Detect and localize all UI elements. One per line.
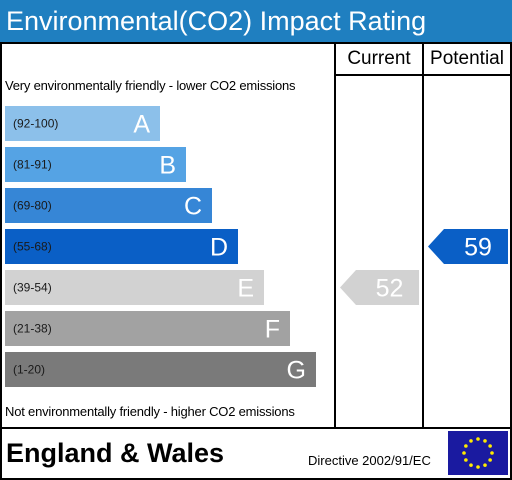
band-letter-g: G: [287, 357, 306, 385]
band-e: [5, 270, 264, 305]
eu-flag-icon: [448, 431, 508, 475]
eu-star-icon: [490, 451, 494, 455]
column-header-potential: Potential: [430, 48, 504, 69]
band-b: [5, 147, 186, 182]
band-letter-d: D: [210, 234, 228, 262]
band-d: [5, 229, 238, 264]
arrow-value-potential: 59: [464, 234, 492, 262]
divider-potential-left: [422, 42, 424, 428]
chart-title: Environmental(CO2) Impact Rating: [6, 6, 427, 36]
band-g: [5, 352, 316, 387]
header-bar: Environmental(CO2) Impact Rating: [0, 0, 512, 42]
eu-star-icon: [469, 463, 473, 467]
band-letter-b: B: [159, 152, 176, 180]
eu-star-icon: [488, 444, 492, 448]
band-range-f: (21-38): [13, 322, 52, 336]
eu-star-icon: [476, 437, 480, 441]
eu-star-icon: [483, 439, 487, 443]
chart-frame: [0, 42, 512, 480]
band-range-d: (55-68): [13, 240, 52, 254]
column-header-underline: [334, 74, 512, 76]
footer-directive: Directive 2002/91/EC: [308, 453, 431, 468]
arrow-current: [340, 270, 419, 305]
band-letter-e: E: [237, 275, 254, 303]
eu-star-icon: [476, 465, 480, 469]
column-header-current: Current: [347, 48, 411, 69]
note-bottom: Not environmentally friendly - higher CO…: [5, 404, 295, 419]
eu-star-icon: [464, 458, 468, 462]
footer-country: England & Wales: [6, 438, 225, 468]
band-letter-c: C: [184, 193, 202, 221]
arrow-value-current: 52: [376, 275, 404, 303]
footer-separator: [0, 427, 512, 429]
band-range-b: (81-91): [13, 158, 52, 172]
note-top: Very environmentally friendly - lower CO…: [5, 78, 296, 93]
band-a: [5, 106, 160, 141]
arrow-potential: [428, 229, 508, 264]
band-range-e: (39-54): [13, 281, 52, 295]
band-range-g: (1-20): [13, 363, 45, 377]
band-letter-a: A: [133, 111, 150, 139]
band-letter-f: F: [265, 316, 280, 344]
band-c: [5, 188, 212, 223]
eu-star-icon: [464, 444, 468, 448]
band-f: [5, 311, 290, 346]
band-range-a: (92-100): [13, 117, 58, 131]
divider-current-left: [334, 42, 336, 428]
eu-star-icon: [462, 451, 466, 455]
eu-star-icon: [483, 463, 487, 467]
eu-star-icon: [488, 458, 492, 462]
band-range-c: (69-80): [13, 199, 52, 213]
eu-star-icon: [469, 439, 473, 443]
